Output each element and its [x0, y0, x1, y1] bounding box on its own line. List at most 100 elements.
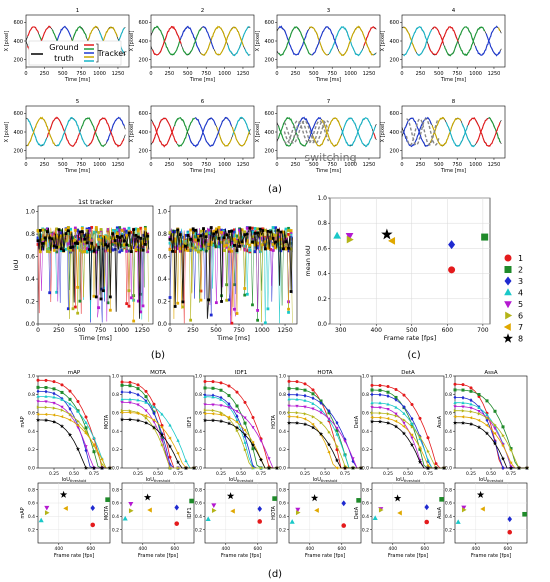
- y-axis-label: X [pixel]: [255, 31, 261, 52]
- data-point-2: [481, 233, 489, 241]
- y-tick-label: 0.0: [195, 466, 202, 472]
- iou-point: [55, 245, 59, 249]
- metric-curve-point: [319, 407, 323, 411]
- metric-curve-point: [151, 425, 157, 430]
- metric-curve-point: [36, 389, 40, 394]
- plot-frame: [204, 375, 278, 469]
- y-tick-label: 400: [138, 130, 148, 136]
- metric-scatter-point: [189, 498, 194, 504]
- subplot-title: 6: [201, 99, 205, 105]
- iou-point: [118, 243, 122, 247]
- metric-curve-point: [453, 405, 457, 409]
- metric-curve-point: [461, 395, 465, 400]
- metric-curve-point: [319, 411, 323, 415]
- iou-point: [38, 229, 42, 232]
- subplot-title: 8: [452, 99, 456, 105]
- y-tick-label: 600: [13, 111, 23, 117]
- iou-point: [263, 237, 267, 241]
- metric-curve-point: [418, 416, 422, 420]
- metric-curve-point: [136, 392, 140, 397]
- metric-curve-point: [235, 420, 239, 424]
- metric-curve-point: [128, 410, 132, 415]
- metric-curve-point: [202, 418, 208, 423]
- iou-point: [76, 234, 80, 238]
- iou-point: [136, 299, 140, 303]
- metric-curve-point: [509, 448, 513, 452]
- metric-curve-point: [485, 423, 489, 427]
- y-tick-label: 600: [264, 20, 274, 26]
- iou-point: [143, 242, 147, 246]
- metric-curve: [122, 419, 194, 469]
- tracker-line: [152, 25, 182, 56]
- iou-point: [253, 227, 257, 230]
- iou-point: [202, 240, 205, 244]
- metric-curve-point: [311, 407, 315, 411]
- iou-point: [108, 295, 112, 299]
- metric-curve: [455, 410, 527, 469]
- iou-point: [139, 236, 143, 240]
- iou-point: [214, 301, 218, 305]
- iou-point: [168, 237, 172, 241]
- panel-b: 1st tracker 0 250 500 750 1000 1250 0.0 0.2 0.4 0.…: [12, 198, 298, 342]
- metric-curve-point: [152, 418, 156, 422]
- metric-curve-point: [410, 402, 414, 406]
- panel-label-b: (b): [151, 350, 165, 361]
- y-tick-label: 1.0: [157, 209, 167, 216]
- iou-point: [186, 243, 190, 247]
- metric-curve-point: [43, 417, 49, 423]
- iou-point: [184, 242, 187, 246]
- metric-curve-point: [218, 418, 224, 424]
- metric-scatter-point: [38, 517, 44, 523]
- metric-curve-point: [493, 409, 497, 413]
- metric-curve-point: [160, 412, 164, 416]
- metric-curve-point: [426, 436, 430, 440]
- iou-point: [251, 303, 254, 307]
- iou-point: [64, 239, 68, 243]
- legend-bracket: [96, 43, 99, 63]
- iou-point: [181, 300, 185, 304]
- x-tick-label: 0.50: [236, 471, 246, 477]
- metric-curve-point: [235, 428, 239, 433]
- iou-point: [118, 228, 122, 232]
- iou-point: [113, 236, 117, 240]
- iou-point: [143, 233, 147, 236]
- iou-point: [134, 242, 138, 246]
- metric-curve-point: [335, 432, 339, 436]
- iou-point: [186, 234, 190, 237]
- x-tick-label: 0.25: [49, 471, 59, 477]
- metric-curve-point: [402, 418, 406, 422]
- iou-point: [253, 240, 257, 244]
- metric-curve-point: [60, 397, 64, 401]
- legend-label-4: 4: [518, 289, 523, 298]
- metric-curve-point: [59, 424, 65, 429]
- y-tick-label: 0.2: [445, 527, 452, 533]
- metric-scatter-point: [211, 507, 217, 513]
- tracker-line: [431, 117, 462, 147]
- y-tick-label: 400: [264, 39, 274, 45]
- legend-marker-5: [504, 301, 512, 309]
- metric-curve: [38, 413, 110, 469]
- y-axis-label: MOTA: [104, 505, 110, 520]
- iou-point: [85, 227, 89, 231]
- metric-curve-point: [335, 448, 339, 452]
- iou-point: [43, 241, 47, 245]
- metric-curve-point: [311, 401, 315, 405]
- metric-curve-point: [128, 380, 132, 384]
- iou-point: [196, 234, 200, 238]
- metric-scatter-point: [174, 504, 180, 511]
- metric-curve-point: [469, 416, 473, 420]
- tracker-line: [216, 126, 233, 147]
- metric-curve-point: [453, 400, 457, 404]
- x-tick-label: 1000: [469, 71, 482, 77]
- metric-curve-point: [327, 430, 331, 434]
- metric-curve-point: [44, 378, 48, 382]
- metric-curve-point: [60, 415, 64, 419]
- metric-curve-point: [493, 431, 497, 436]
- x-tick-label: 400: [370, 327, 382, 334]
- metric-curve-point: [287, 414, 291, 419]
- metric-curve-point: [311, 388, 315, 392]
- metric-curve: [205, 381, 277, 469]
- metric-curve-point: [402, 421, 406, 425]
